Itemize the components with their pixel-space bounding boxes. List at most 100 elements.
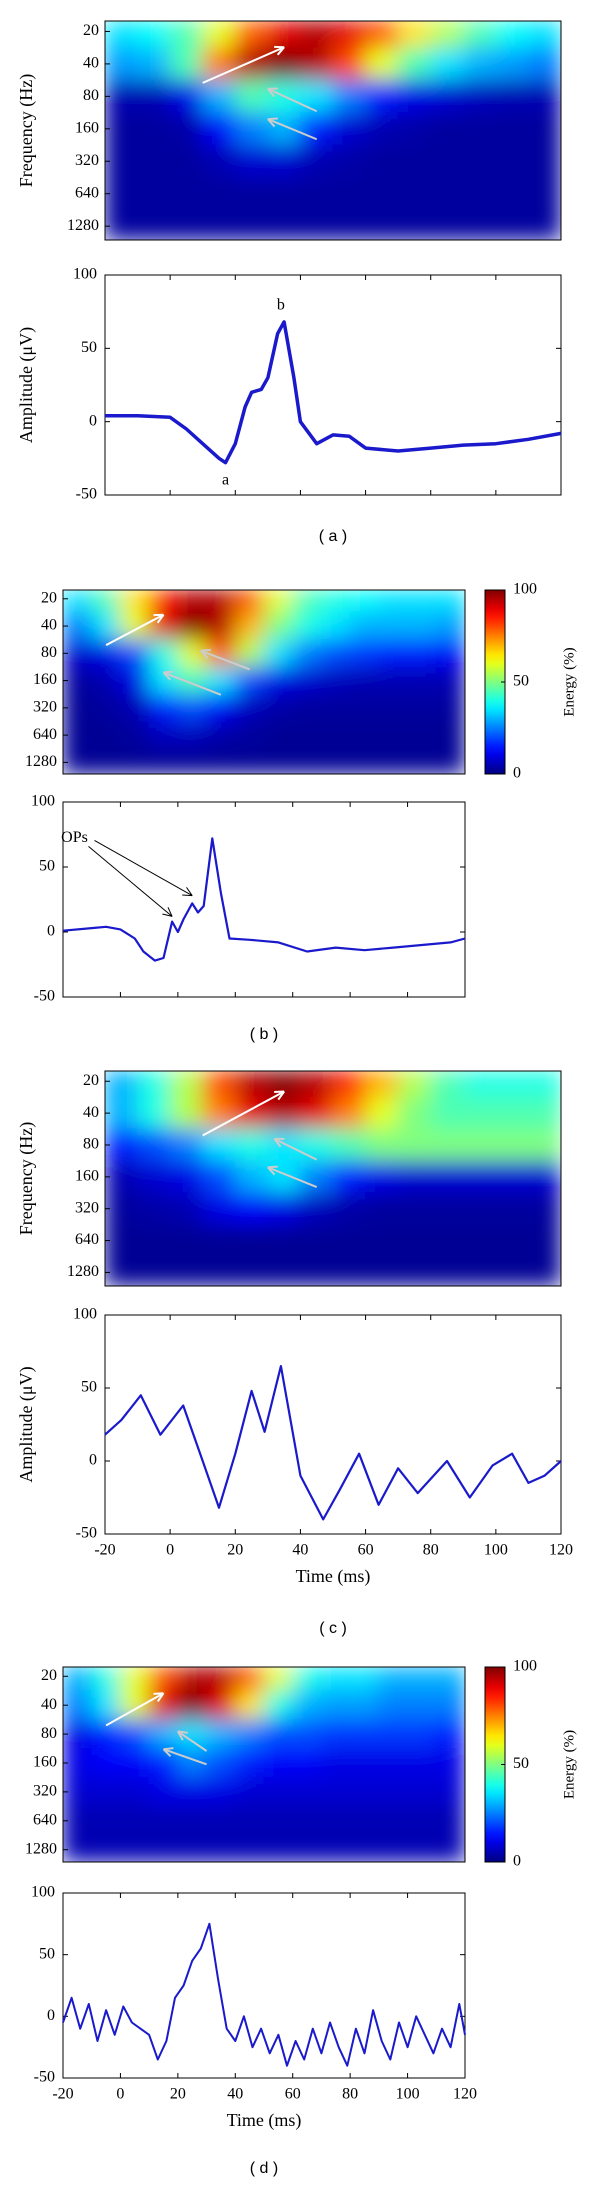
heatmap-cell [299, 1192, 334, 1226]
heatmap-cell [234, 1255, 269, 1286]
heatmap-cell [349, 611, 380, 641]
arrow-head [182, 894, 193, 897]
heatmap-cell [137, 1192, 171, 1226]
heatmap-cell [169, 112, 204, 146]
y-tick-label: 100 [31, 1884, 55, 1901]
heatmap-cell [397, 176, 432, 211]
arrow-head [267, 117, 278, 121]
heatmap-cell [527, 1096, 561, 1130]
heatmap-cell [148, 611, 179, 641]
heatmap-cell [234, 1805, 265, 1836]
arrow-head [163, 1747, 174, 1751]
y-tick-label: 40 [83, 1104, 99, 1121]
x-tick-label: 40 [292, 1542, 308, 1559]
heatmap-cell [378, 1719, 409, 1750]
heatmap-cell [177, 748, 208, 774]
heatmap-cell [206, 1805, 236, 1836]
arrow-head [276, 46, 285, 56]
x-tick-label: 80 [342, 2086, 358, 2103]
heatmap-cell [119, 1748, 150, 1778]
heatmap-cell [462, 1224, 497, 1257]
heatmap-cell [292, 639, 322, 668]
heatmap-cell [105, 1096, 139, 1130]
arrow [202, 46, 285, 84]
arrow [267, 87, 318, 113]
colorbar-label: Energy (%) [561, 1730, 577, 1799]
heatmap-cell [148, 720, 179, 750]
heatmap-cell [292, 748, 322, 774]
heatmap-cell [407, 1719, 437, 1750]
heatmap-cell [234, 590, 265, 613]
waveform [62, 837, 466, 962]
heatmap-cell [378, 1748, 409, 1778]
heatmap-cell [365, 144, 399, 178]
heatmap-cell [332, 112, 367, 146]
x-tick-label: -20 [94, 1542, 115, 1559]
y-tick-label: 160 [75, 119, 99, 136]
heatmap-cell [495, 144, 529, 178]
heatmap-cell [320, 1690, 351, 1721]
heatmap-cell [234, 1224, 269, 1257]
arrow-head [186, 887, 193, 896]
heatmap-cell [407, 1834, 437, 1862]
heatmap-cell [397, 1255, 432, 1286]
arrow-head [177, 1730, 188, 1734]
y-tick-label: 20 [41, 589, 57, 606]
heatmap-cell [267, 1192, 301, 1226]
heatmap-cell [407, 1748, 437, 1778]
heatmap-cell [349, 1834, 380, 1862]
arrow [200, 649, 250, 671]
heatmap-cell [206, 1719, 236, 1750]
plot-frame [104, 1070, 562, 1287]
heatmap-cell [430, 1255, 464, 1286]
heatmap-cell [234, 1834, 265, 1862]
y-tick-label: 640 [33, 726, 57, 743]
heatmap-cell [407, 639, 437, 668]
heatmap [63, 590, 465, 774]
heatmap-cell [137, 144, 171, 178]
heatmap-cell [292, 666, 322, 695]
heatmap-cell [349, 1805, 380, 1836]
panel-caption: ( c ) [319, 1620, 347, 1637]
heatmap-cell [177, 1834, 208, 1862]
heatmap-cell [299, 1255, 334, 1286]
heatmap-cell [430, 79, 464, 114]
heatmap-cell [119, 1667, 150, 1692]
heatmap-cell [435, 639, 465, 668]
heatmap-cell [148, 1776, 179, 1807]
heatmap-cell [332, 21, 367, 49]
heatmap-cell [234, 1690, 265, 1721]
heatmap-cell [263, 1667, 294, 1692]
colorbar-tick-label: 0 [513, 1853, 521, 1870]
heatmap-cell [435, 590, 465, 613]
heatmap-cell [169, 176, 204, 211]
heatmap-cell [91, 1719, 121, 1750]
y-tick-label: 40 [41, 1696, 57, 1713]
heatmap-cell [137, 47, 171, 81]
heatmap-cell [365, 1224, 399, 1257]
heatmap-cell [299, 1071, 334, 1098]
arrow-head [277, 1090, 285, 1101]
y-tick-label: 160 [75, 1168, 99, 1185]
heatmap-cell [527, 1192, 561, 1226]
heatmap-cell [234, 1128, 269, 1162]
plot-frame [104, 274, 562, 496]
arrow-head [267, 118, 276, 128]
x-tick-label: 20 [170, 2086, 186, 2103]
panel-caption: ( b ) [250, 1026, 278, 1043]
heatmap-cell [332, 176, 367, 211]
heatmap-cell [137, 1160, 171, 1194]
heatmap-cell [91, 1834, 121, 1862]
heatmap-cell [202, 1224, 236, 1257]
heatmap-cell [365, 1192, 399, 1226]
heatmap-cell [91, 666, 121, 695]
colorbar-tick-label: 50 [513, 673, 529, 690]
heatmap-cell [267, 112, 301, 146]
heatmap-cell [527, 1071, 561, 1098]
heatmap-cell [263, 1805, 294, 1836]
heatmap-cell [430, 47, 464, 81]
y-tick-label: -50 [76, 1525, 97, 1542]
heatmap-cell [169, 1224, 204, 1257]
y-tick-label: 20 [83, 22, 99, 39]
heatmap-cell [462, 1071, 497, 1098]
